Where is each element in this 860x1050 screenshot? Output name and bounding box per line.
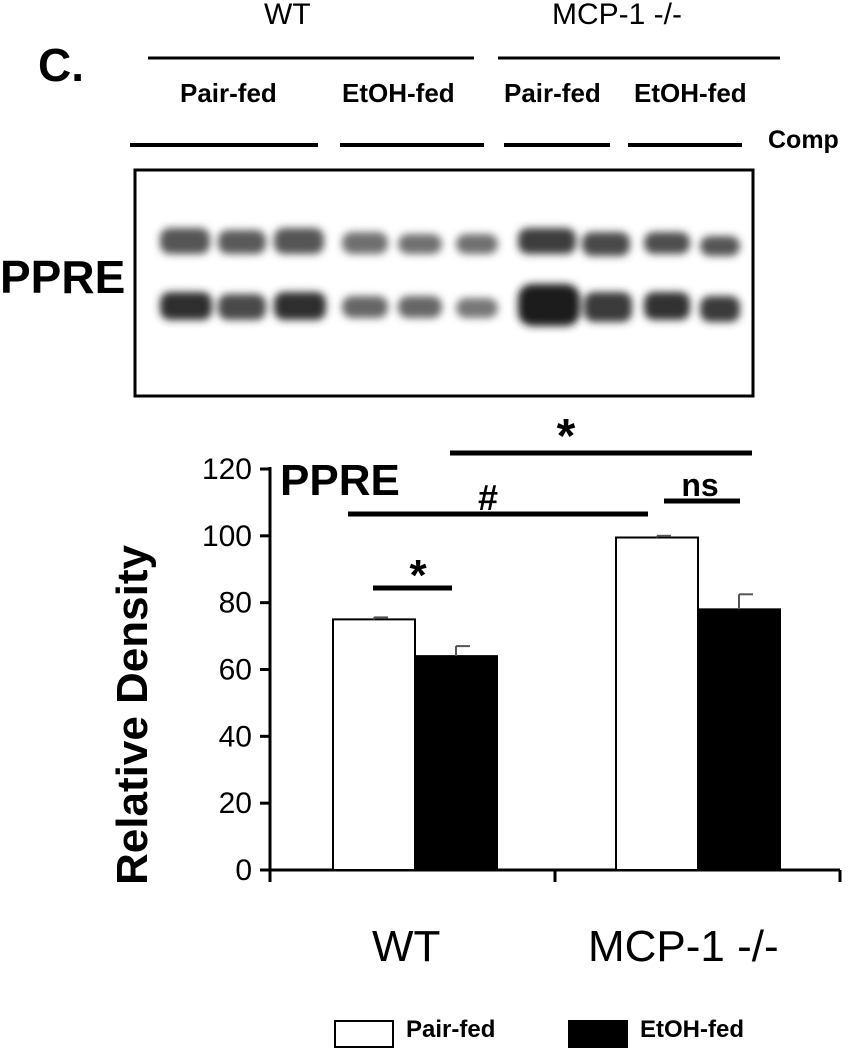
- y-tick-label: 0: [235, 854, 252, 887]
- competitor-label: Comp: [768, 126, 839, 154]
- sig-star-wt-label: *: [409, 551, 427, 600]
- legend-label-etohfed: EtOH-fed: [640, 1016, 744, 1043]
- group-header-mcp1-ko: MCP-1 -/-: [552, 0, 682, 31]
- sig-hash-label: #: [478, 477, 498, 518]
- y-tick-label: 100: [202, 520, 252, 553]
- y-axis-label: Relative Density: [108, 545, 157, 885]
- x-category-wt: WT: [372, 922, 441, 971]
- sig-star-etoh-label: *: [557, 410, 576, 463]
- x-category-mcp1-ko: MCP-1 -/-: [588, 922, 779, 971]
- y-tick-label: 80: [219, 587, 252, 620]
- condition-wt-pairfed: Pair-fed: [180, 78, 277, 108]
- bar-mcp-1--pair-fed: [615, 536, 699, 871]
- legend-swatch-pairfed: [334, 1020, 394, 1048]
- bar-wt-etoh-fed: [414, 655, 498, 872]
- condition-ko-etohfed: EtOH-fed: [634, 78, 747, 108]
- condition-wt-etohfed: EtOH-fed: [342, 78, 455, 108]
- sig-ns-label: ns: [681, 467, 718, 503]
- legend-label-pairfed: Pair-fed: [406, 1016, 496, 1043]
- chart-title: PPRE: [280, 456, 400, 505]
- condition-ko-pairfed: Pair-fed: [504, 78, 601, 108]
- legend-swatch-etohfed: [568, 1020, 628, 1048]
- bar-mcp-1--etoh-fed: [697, 608, 781, 871]
- bar-chart: 0 20 40 60 80 100 120 * # ns *: [202, 410, 842, 887]
- group-header-wt: WT: [264, 0, 311, 31]
- y-tick-label: 20: [219, 787, 252, 820]
- y-tick-label: 60: [219, 654, 252, 687]
- blot-image: [133, 168, 755, 398]
- bar-wt-pair-fed: [332, 618, 416, 871]
- panel-label: C.: [38, 39, 84, 91]
- y-tick-label: 40: [219, 720, 252, 753]
- y-tick-label: 120: [202, 453, 252, 486]
- blot-label: PPRE: [0, 251, 126, 303]
